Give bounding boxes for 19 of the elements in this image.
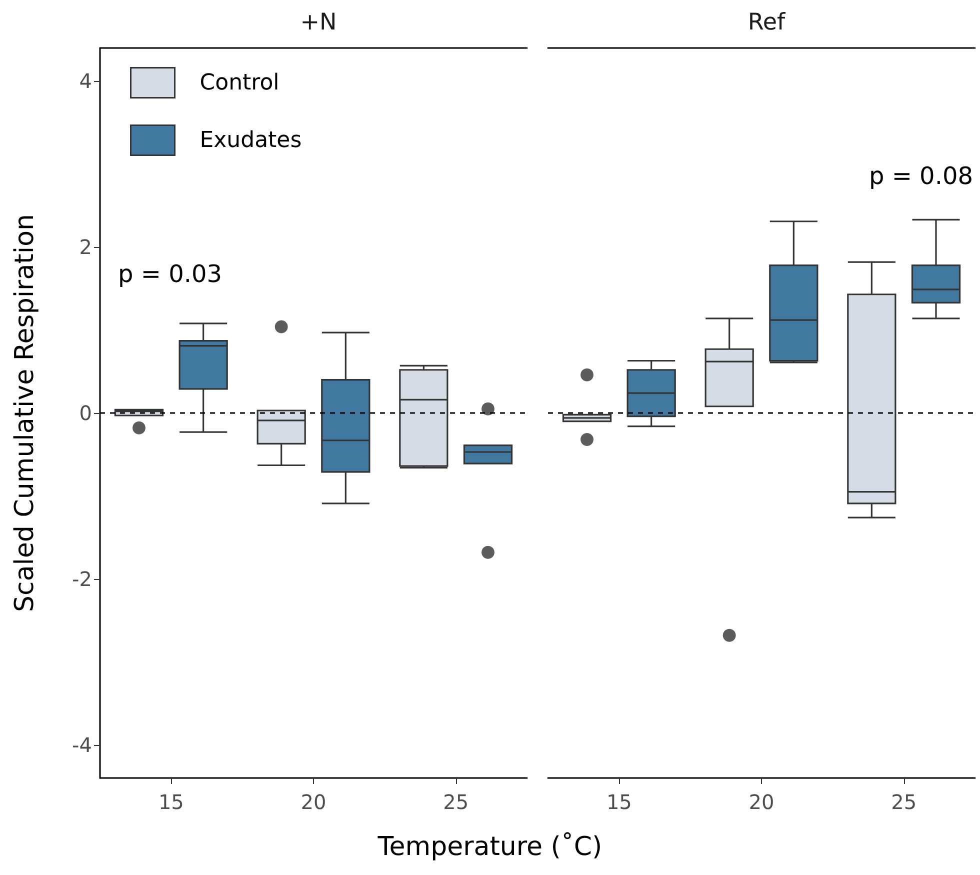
x-tick-label: 20 (748, 790, 774, 814)
y-axis-title: Scaled Cumulative Respiration (10, 214, 40, 612)
x-tick-label: 25 (443, 790, 469, 814)
x-tick-label: 15 (158, 790, 184, 814)
legend-label: Control (200, 70, 280, 96)
x-tick-label: 15 (606, 790, 632, 814)
annotation: p = 0.08 (868, 162, 974, 190)
x-tick-label: 25 (891, 790, 917, 814)
chart-title: Ref (748, 10, 786, 36)
x-tick-label: 20 (300, 790, 326, 814)
annotation: p = 0.03 (118, 260, 222, 288)
y-tick-label: 2 (79, 235, 92, 260)
x-axis-title: Temperature (˚C) (376, 832, 604, 862)
y-tick-label: 4 (79, 69, 92, 94)
chart-title: +N (300, 10, 337, 36)
y-tick-label: 0 (79, 401, 92, 425)
y-tick-label: -4 (72, 732, 92, 757)
legend-label: Exudates (200, 128, 302, 153)
y-tick-label: -2 (72, 566, 92, 591)
